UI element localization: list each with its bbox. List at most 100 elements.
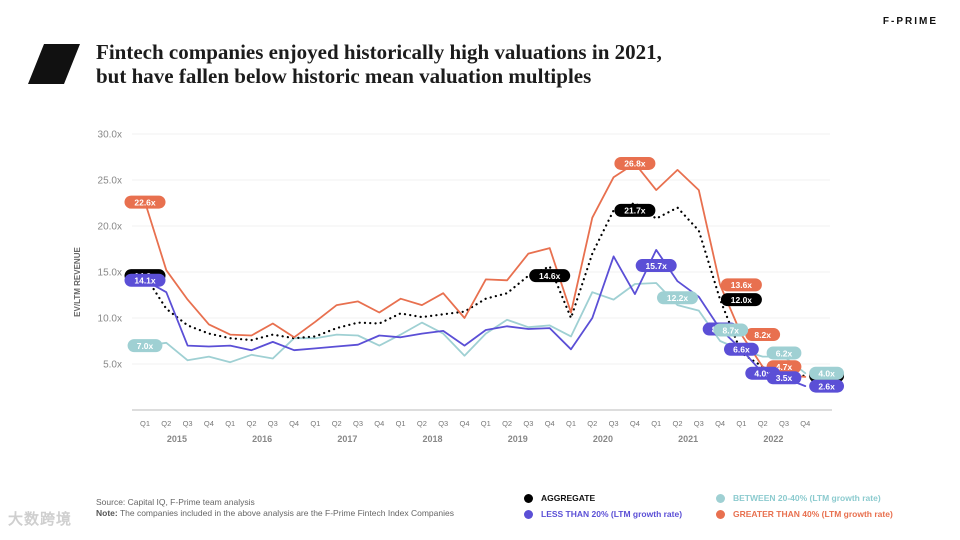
x-tick-year: 2022: [763, 434, 783, 444]
x-tick-quarter: Q3: [694, 419, 704, 428]
data-label: 4.7x: [776, 362, 793, 372]
data-label-pill: [724, 342, 759, 356]
data-label: 4.0x: [754, 369, 771, 379]
x-tick-quarter: Q4: [630, 419, 640, 428]
data-label-pill: [713, 323, 749, 337]
series-line-aggregate: [143, 201, 807, 378]
x-tick-quarter: Q4: [204, 419, 214, 428]
x-tick-quarter: Q2: [246, 419, 256, 428]
legend-item-between-20-40: BETWEEN 20-40% (LTM growth rate): [716, 490, 893, 506]
x-tick-year: 2019: [508, 434, 528, 444]
data-label: 8.2x: [754, 330, 771, 340]
data-label-pill: [766, 371, 802, 385]
data-label-pill: [614, 156, 656, 170]
y-axis-title: EV/LTM REVENUE: [73, 247, 82, 317]
legend-right: BETWEEN 20-40% (LTM growth rate) GREATER…: [716, 490, 893, 522]
x-tick-quarter: Q2: [672, 419, 682, 428]
x-tick-quarter: Q1: [481, 419, 491, 428]
y-tick-label: 15.0x: [98, 268, 122, 279]
x-tick-quarter: Q1: [566, 419, 576, 428]
x-tick-quarter: Q1: [225, 419, 235, 428]
data-label: 21.7x: [624, 206, 646, 216]
x-tick-quarter: Q4: [800, 419, 810, 428]
data-label-pill: [124, 273, 166, 287]
footer-note-label: Note:: [96, 508, 118, 518]
data-label: 14.6x: [539, 271, 561, 281]
x-tick-year: 2016: [252, 434, 272, 444]
x-tick-year: 2018: [423, 434, 443, 444]
legend-item-less-than-20: LESS THAN 20% (LTM growth rate): [524, 506, 682, 522]
y-tick-label: 30.0x: [98, 130, 122, 141]
data-label: 22.6x: [134, 197, 156, 207]
x-tick-quarter: Q3: [438, 419, 448, 428]
y-tick-label: 20.0x: [98, 222, 122, 233]
x-tick-quarter: Q3: [268, 419, 278, 428]
data-label: 12.2x: [667, 293, 689, 303]
y-tick-label: 25.0x: [98, 176, 122, 187]
data-label: 4.0x: [818, 369, 835, 379]
y-tick-label: 10.0x: [98, 314, 122, 325]
legend-dot-between-20-40: [716, 493, 725, 503]
footer-note-text: The companies included in the above anal…: [117, 508, 454, 518]
x-tick-quarter: Q3: [523, 419, 533, 428]
data-label: 13.6x: [731, 280, 753, 290]
legend-label-less-than-20: LESS THAN 20% (LTM growth rate): [541, 509, 683, 519]
footer: Source: Capital IQ, F-Prime team analysi…: [96, 497, 454, 519]
x-tick-quarter: Q2: [758, 419, 768, 428]
data-label-pill: [614, 203, 656, 217]
data-label: 15.7x: [646, 261, 668, 271]
footer-note: Note: The companies included in the abov…: [96, 508, 454, 519]
brand-name: F-PRIME: [882, 16, 938, 27]
data-label: 14.1x: [134, 276, 156, 286]
x-tick-quarter: Q1: [651, 419, 661, 428]
x-tick-quarter: Q2: [332, 419, 342, 428]
data-label-pill: [766, 346, 802, 360]
x-tick-quarter: Q3: [609, 419, 619, 428]
x-tick-quarter: Q3: [779, 419, 789, 428]
data-label-pill: [124, 195, 166, 209]
x-tick-year: 2020: [593, 434, 613, 444]
x-tick-year: 2021: [678, 434, 698, 444]
x-tick-quarter: Q4: [289, 419, 299, 428]
page-title-line-2: but have fallen below historic mean valu…: [96, 64, 592, 88]
x-tick-quarter: Q2: [161, 419, 171, 428]
page-title-line-1: Fintech companies enjoyed historically h…: [96, 40, 662, 64]
x-tick-year: 2017: [337, 434, 357, 444]
data-label-pill: [657, 291, 698, 305]
data-label-pill: [745, 328, 781, 342]
x-tick-quarter: Q2: [502, 419, 512, 428]
footer-source: Source: Capital IQ, F-Prime team analysi…: [96, 497, 255, 507]
x-tick-quarter: Q1: [140, 419, 150, 428]
x-tick-quarter: Q2: [587, 419, 597, 428]
legend-label-greater-than-40: GREATER THAN 40% (LTM growth rate): [733, 509, 893, 519]
data-label: 6.2x: [776, 348, 793, 358]
x-tick-quarter: Q1: [736, 419, 746, 428]
legend-left: AGGREGATE LESS THAN 20% (LTM growth rate…: [524, 490, 682, 522]
legend-dot-aggregate: [524, 493, 533, 503]
data-label-pill: [529, 269, 571, 283]
series-line-between-20-40-ltm-growth-rate: [144, 282, 807, 375]
data-label-pill: [809, 366, 844, 380]
watermark: 大数跨境: [8, 511, 73, 528]
x-tick-year: 2015: [167, 434, 187, 444]
data-label-pill: [809, 379, 844, 393]
legend-label-between-20-40: BETWEEN 20-40% (LTM growth rate): [733, 493, 881, 503]
legend-dot-less-than-20: [524, 509, 533, 519]
data-label: 7.0x: [137, 341, 154, 351]
page-title: Fintech companies enjoyed historically h…: [96, 40, 816, 88]
legend-item-greater-than-40: GREATER THAN 40% (LTM growth rate): [716, 506, 893, 522]
x-tick-quarter: Q4: [374, 419, 384, 428]
legend-dot-greater-than-40: [716, 509, 725, 519]
data-label-pill: [720, 293, 762, 307]
data-label-pill: [635, 259, 677, 273]
x-tick-quarter: Q2: [417, 419, 427, 428]
data-label: 12.0x: [731, 295, 753, 305]
x-tick-quarter: Q1: [396, 419, 406, 428]
data-label: 26.8x: [624, 159, 646, 169]
x-tick-quarter: Q3: [353, 419, 363, 428]
data-label: 8.7x: [722, 325, 739, 335]
x-tick-quarter: Q3: [183, 419, 193, 428]
x-tick-quarter: Q1: [310, 419, 320, 428]
brand-logo-shape: [28, 44, 80, 84]
